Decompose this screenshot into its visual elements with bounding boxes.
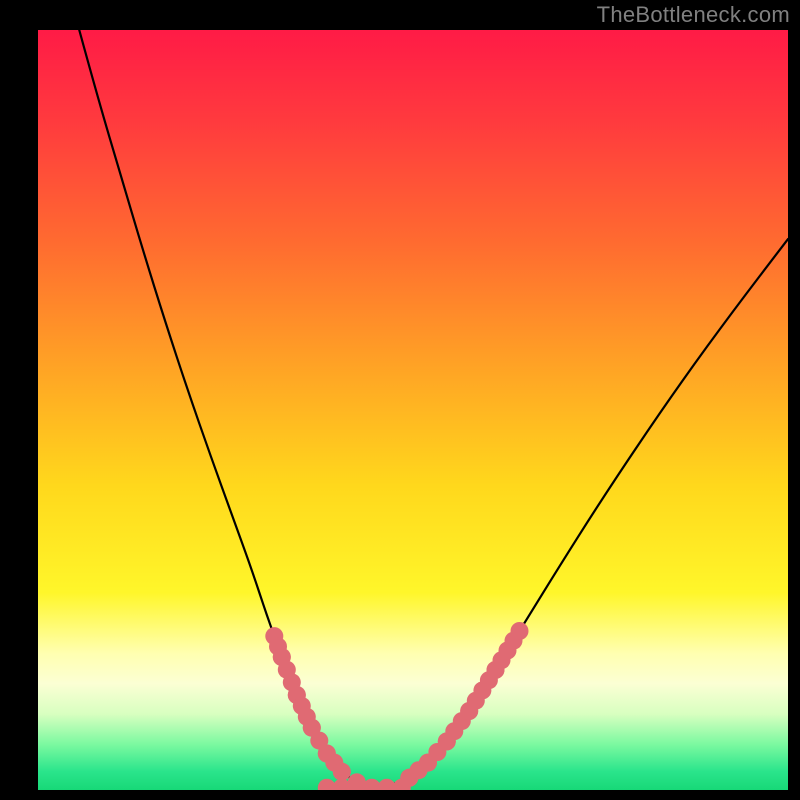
gradient-background	[38, 30, 788, 790]
plot-svg	[38, 30, 788, 790]
curve-marker	[333, 763, 351, 781]
curve-marker	[511, 622, 529, 640]
chart-root: TheBottleneck.com	[0, 0, 800, 800]
watermark-text: TheBottleneck.com	[597, 2, 790, 28]
plot-area	[38, 30, 788, 790]
